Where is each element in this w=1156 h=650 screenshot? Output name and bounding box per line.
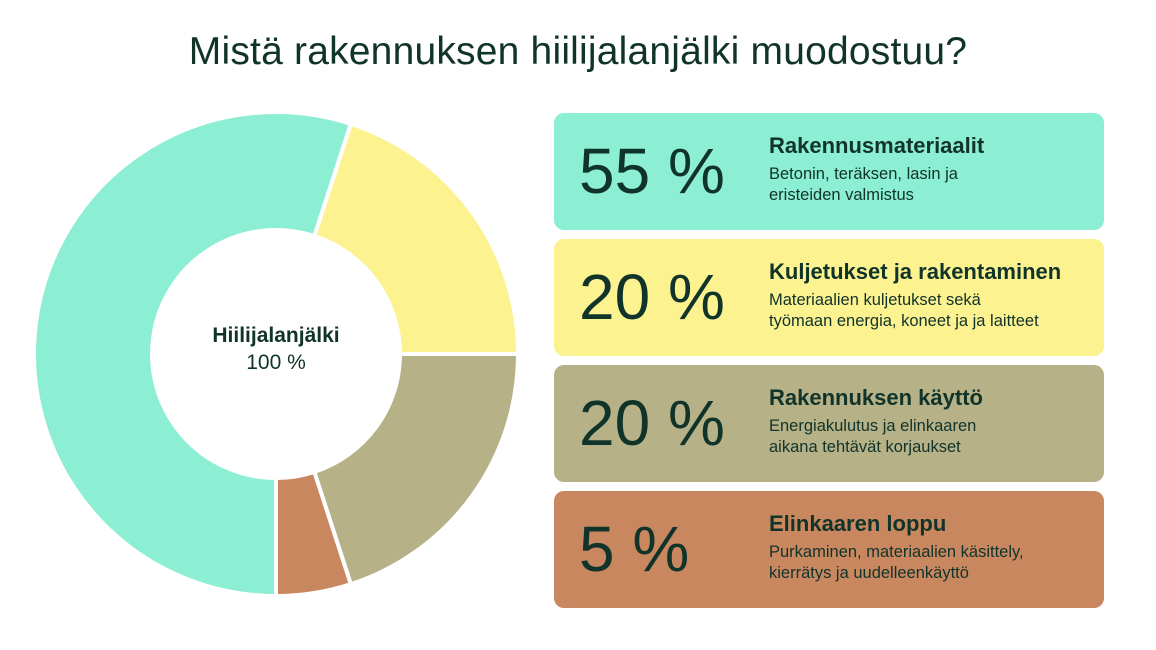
center-label-value: 100 % <box>246 351 306 374</box>
card-description: Purkaminen, materiaalien käsittely, kier… <box>769 542 1089 584</box>
card-percent: 20 % <box>579 387 725 459</box>
center-label-title: Hiilijalanjälki <box>212 324 340 347</box>
card-materials: 55 % Rakennusmateriaalit Betonin, teräks… <box>554 113 1104 230</box>
donut-chart <box>32 110 521 599</box>
card-percent: 5 % <box>579 513 690 585</box>
card-title: Elinkaaren loppu <box>769 511 947 536</box>
card-percent: 55 % <box>579 135 725 207</box>
card-description: Materiaalien kuljetukset sekä työmaan en… <box>769 290 1089 332</box>
card-description-line: Materiaalien kuljetukset sekä <box>769 291 981 309</box>
card-description-line: Energiakulutus ja elinkaaren <box>769 417 977 435</box>
card-percent: 20 % <box>579 261 725 333</box>
card-description-line: työmaan energia, koneet ja ja laitteet <box>769 312 1039 330</box>
card-title: Rakennuksen käyttö <box>769 385 983 410</box>
card-title: Kuljetukset ja rakentaminen <box>769 259 1062 284</box>
card-description: Energiakulutus ja elinkaaren aikana teht… <box>769 416 1089 458</box>
donut-slice-2 <box>311 121 521 356</box>
card-description-line: Betonin, teräksen, lasin ja <box>769 165 958 183</box>
donut-slice-1 <box>32 110 354 599</box>
legend-cards: 55 % Rakennusmateriaalit Betonin, teräks… <box>554 113 1104 617</box>
card-description-line: eristeiden valmistus <box>769 186 914 204</box>
card-end: 5 % Elinkaaren loppu Purkaminen, materia… <box>554 491 1104 608</box>
card-description-line: kierrätys ja uudelleenkäyttö <box>769 564 969 582</box>
card-title: Rakennusmateriaalit <box>769 133 985 158</box>
card-use: 20 % Rakennuksen käyttö Energiakulutus j… <box>554 365 1104 482</box>
card-description-line: Purkaminen, materiaalien käsittely, <box>769 543 1024 561</box>
card-description: Betonin, teräksen, lasin ja eristeiden v… <box>769 164 1089 206</box>
donut-slice-3 <box>311 352 521 587</box>
donut-center-label: Hiilijalanjälki 100 % <box>176 322 376 376</box>
chart-title: Mistä rakennuksen hiilijalanjälki muodos… <box>188 30 968 73</box>
card-transport: 20 % Kuljetukset ja rakentaminen Materia… <box>554 239 1104 356</box>
card-description-line: aikana tehtävät korjaukset <box>769 438 961 456</box>
